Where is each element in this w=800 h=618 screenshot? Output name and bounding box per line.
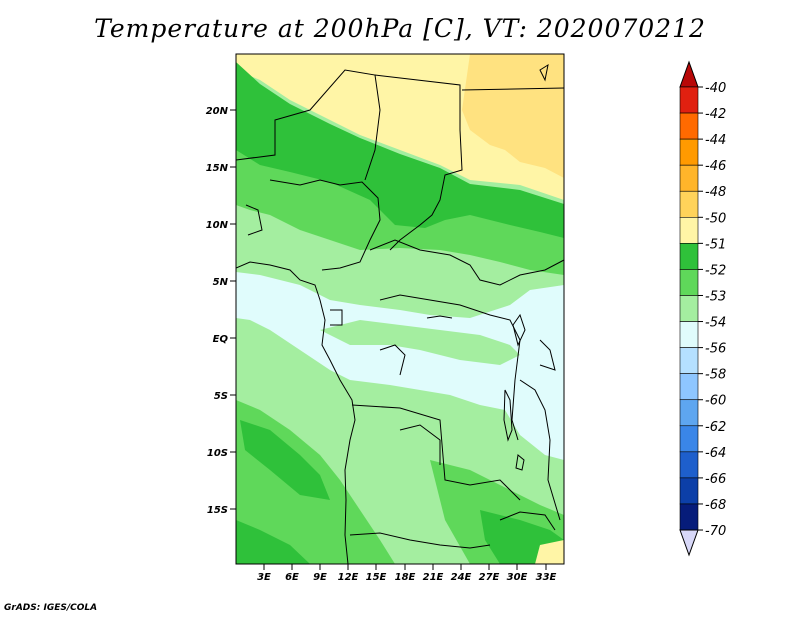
lat-label-20n: 20N [206, 106, 229, 117]
colorbar-label: -60 [705, 394, 726, 409]
colorbar-swatch [679, 269, 699, 296]
lon-label-21e: 21E [423, 572, 444, 583]
lat-label-10s: 10S [207, 448, 228, 459]
colorbar-swatch [679, 399, 699, 427]
colorbar-swatch [679, 243, 699, 270]
colorbar-swatch [679, 503, 699, 531]
colorbar-swatch [679, 451, 699, 479]
field-southeast-yellow [535, 540, 564, 564]
colorbar-swatch [679, 86, 699, 114]
colorbar-label: -48 [705, 185, 726, 200]
colorbar-top-arrow [679, 60, 699, 88]
colorbar-swatch [679, 164, 699, 192]
colorbar-label: -46 [705, 159, 726, 174]
colorbar-label: -58 [705, 368, 726, 383]
lat-label-10n: 10N [206, 220, 229, 231]
colorbar-swatch [679, 138, 699, 166]
map-frame [235, 53, 565, 565]
map-title: Temperature at 200hPa [C], VT: 202007021… [94, 14, 706, 43]
grads-credit: GrADS: IGES/COLA [4, 603, 98, 613]
lon-label-27e: 27E [479, 572, 500, 583]
map-panel [236, 54, 564, 564]
colorbar-swatch [679, 321, 699, 348]
colorbar-swatch [679, 373, 699, 401]
colorbar-swatch [679, 295, 699, 322]
colorbar-bottom-arrow [679, 529, 699, 557]
colorbar-label: -54 [705, 316, 726, 331]
lat-label-5n: 5N [213, 277, 229, 288]
colorbar-swatch [679, 190, 699, 218]
lat-label-5s: 5S [214, 391, 228, 402]
colorbar-label: -62 [705, 420, 726, 435]
colorbar-swatch [679, 112, 699, 140]
lon-label-6e: 6E [285, 572, 299, 583]
lat-label-15s: 15S [207, 505, 228, 516]
colorbar-boxes [679, 86, 699, 531]
lon-label-18e: 18E [395, 572, 416, 583]
lon-label-12e: 12E [338, 572, 359, 583]
colorbar-swatch [679, 347, 699, 374]
lakes [426, 63, 549, 471]
colorbar-swatch [679, 217, 699, 244]
colorbar: -40 -42 -44 -46 -48 -50 -51 -52 -53 -54 -56 -58 -60 -… [679, 60, 726, 557]
borders [236, 69, 564, 564]
field-central-green [320, 320, 520, 365]
colorbar-label: -70 [705, 524, 726, 539]
colorbar-label: -64 [705, 446, 726, 461]
colorbar-swatch [679, 477, 699, 505]
lat-axis: 20N 15N 10N 5N EQ 5S 10S 15S [206, 106, 236, 516]
lon-label-15e: 15E [366, 572, 387, 583]
colorbar-label: -66 [705, 472, 726, 487]
field-band-dark-green [236, 62, 564, 245]
lon-label-30e: 30E [507, 572, 528, 583]
lon-label-3e: 3E [257, 572, 271, 583]
colorbar-labels: -40 -42 -44 -46 -48 -50 -51 -52 -53 -54 -56 -58 -60 -… [698, 81, 726, 539]
colorbar-label: -50 [705, 211, 726, 226]
lat-label-eq: EQ [213, 334, 229, 345]
field-south-dark-green-2 [236, 520, 310, 564]
lon-label-33e: 33E [536, 572, 557, 583]
colorbar-label: -44 [705, 133, 726, 148]
field-south-dark-green-1 [240, 420, 330, 500]
field-northeast-orange [462, 54, 564, 178]
field-equatorial-cyan [236, 272, 564, 460]
lat-label-15n: 15N [206, 163, 229, 174]
field-band-mid-green [236, 150, 564, 275]
colorbar-label: -42 [705, 107, 726, 122]
colorbar-label: -52 [705, 263, 726, 278]
lon-axis: 3E 6E 9E 12E 15E 18E 21E 24E 27E 30E 33E [257, 564, 557, 583]
lon-label-24e: 24E [451, 572, 472, 583]
colorbar-label: -68 [705, 498, 726, 513]
lon-label-9e: 9E [313, 572, 327, 583]
colorbar-label: -40 [705, 81, 726, 96]
colorbar-label: -56 [705, 342, 726, 357]
colorbar-label: -51 [705, 237, 726, 252]
colorbar-swatch [679, 425, 699, 453]
colorbar-label: -53 [705, 289, 726, 304]
